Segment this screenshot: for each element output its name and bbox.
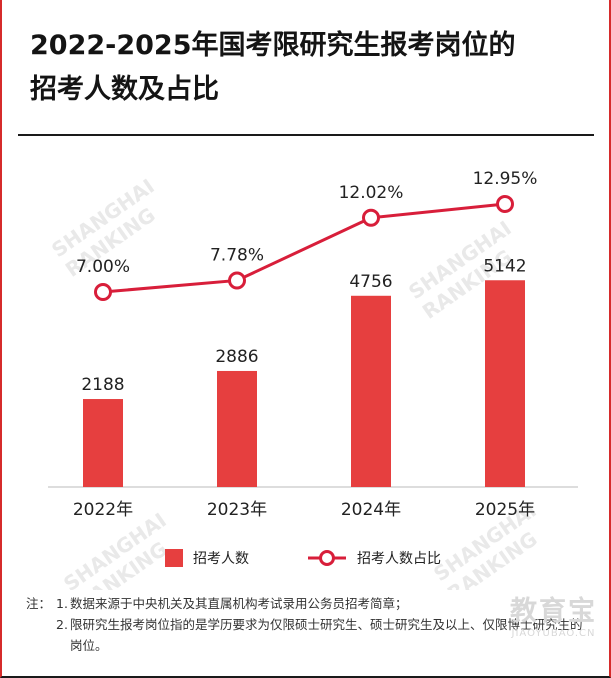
bar — [83, 399, 123, 487]
bar-value-label: 5142 — [483, 256, 526, 276]
line-value-label: 12.02% — [339, 183, 404, 203]
chart-svg: SHANGHAI RANKING SHANGHAI RANKING SHANGH… — [47, 169, 578, 590]
note-1-number: 1. — [56, 596, 68, 611]
line-point — [362, 208, 380, 227]
bar — [351, 295, 391, 487]
watermark-3: SHANGHAI RANKING — [59, 508, 171, 590]
bar — [485, 280, 525, 487]
legend-line-label: 招考人数占比 — [357, 551, 441, 567]
line-point — [496, 195, 514, 213]
corner-logo-cn: 教育宝 — [510, 596, 597, 627]
ratio-line — [102, 202, 506, 294]
bar — [217, 370, 257, 487]
bar-value-label: 2886 — [215, 347, 258, 367]
note-1: 注： 1. 数据来源于中央机关及其直属机构考试录用公务员招考简章； — [26, 593, 586, 614]
legend: 招考人数 招考人数占比 — [165, 549, 441, 567]
legend-line-marker — [319, 550, 335, 566]
line-value-label: 12.95% — [473, 169, 538, 189]
x-tick-label: 2023年 — [207, 500, 267, 520]
x-tick-label: 2022年 — [73, 500, 133, 520]
title-divider — [18, 134, 594, 136]
bar-series — [83, 280, 525, 487]
notes-prefix: 注： — [26, 596, 52, 611]
line-value-label: 7.00% — [76, 257, 130, 277]
corner-logo-en: JIAOYUBAO.CN — [511, 628, 596, 639]
note-2-number: 2. — [56, 617, 68, 632]
line-point — [228, 271, 246, 290]
note-2-text: 限研究生报考岗位指的是学历要求为仅限硕士研究生、硕士研究生及以上、仅限博士研究生… — [70, 617, 583, 653]
corner-watermark-logo: 教育宝 JIAOYUBAO.CN — [510, 598, 597, 639]
chart-notes: 注： 1. 数据来源于中央机关及其直属机构考试录用公务员招考简章； 2. 限研究… — [26, 593, 586, 656]
legend-bar-label: 招考人数 — [193, 551, 249, 567]
x-tick-label: 2025年 — [475, 500, 535, 520]
note-2: 2. 限研究生报考岗位指的是学历要求为仅限硕士研究生、硕士研究生及以上、仅限博士… — [26, 614, 586, 656]
x-axis-tick-labels: 2022年 2023年 2024年 2025年 — [73, 500, 535, 520]
bar-value-label: 2188 — [81, 375, 124, 395]
note-1-text: 数据来源于中央机关及其直属机构考试录用公务员招考简章； — [70, 596, 408, 611]
x-tick-label: 2024年 — [341, 500, 401, 520]
ratio-line-points — [94, 195, 514, 301]
ratio-data-labels: 7.00% 7.78% 12.02% 12.95% — [76, 169, 537, 277]
legend-bar-swatch — [165, 549, 183, 567]
line-point — [94, 283, 112, 301]
line-value-label: 7.78% — [210, 245, 264, 265]
bar-data-labels: 2188 2886 4756 5142 — [81, 256, 526, 395]
title-line-1: 2022-2025年国考限研究生报考岗位的 — [30, 30, 516, 61]
bar-value-label: 4756 — [349, 272, 392, 292]
title-line-2: 招考人数及占比 — [30, 74, 219, 105]
chart-title: 2022-2025年国考限研究生报考岗位的 招考人数及占比 — [30, 24, 590, 112]
